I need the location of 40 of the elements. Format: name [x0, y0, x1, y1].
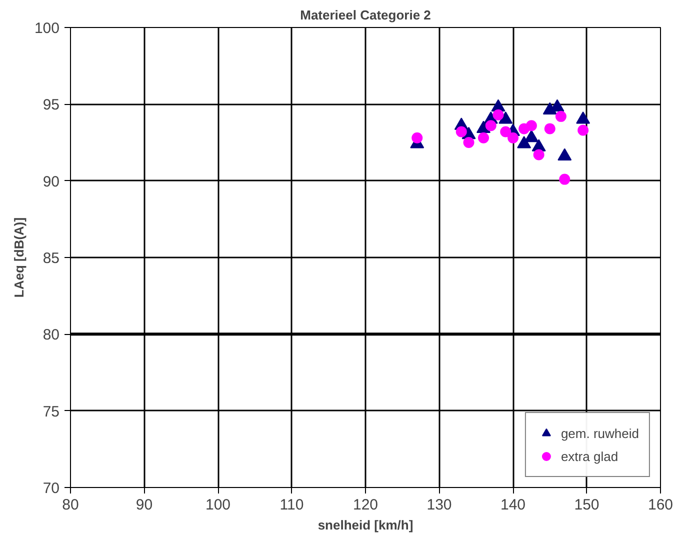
- point: [544, 123, 556, 134]
- x-tick-label: 150: [574, 496, 600, 514]
- point: [578, 124, 589, 136]
- x-axis-title: snelheid [km/h]: [318, 518, 414, 532]
- point: [456, 126, 467, 138]
- point: [485, 120, 496, 132]
- x-tick-label: 90: [136, 496, 153, 514]
- x-tick-label: 120: [352, 496, 378, 514]
- x-tick-label: 130: [426, 496, 452, 514]
- x-tick-label: 140: [500, 496, 526, 514]
- y-tick-label: 85: [42, 250, 60, 267]
- y-tick-label: 75: [42, 403, 60, 420]
- x-tick-label: 100: [205, 496, 231, 514]
- chart-title: Materieel Categorie 2: [300, 8, 431, 22]
- x-tick-label: 80: [62, 496, 79, 514]
- point: [500, 126, 512, 138]
- legend-label: extra glad: [560, 448, 618, 464]
- point: [559, 174, 570, 185]
- point: [508, 132, 518, 144]
- point: [533, 149, 544, 160]
- point: [478, 132, 489, 144]
- point: [463, 137, 474, 148]
- point: [576, 111, 590, 124]
- point: [524, 130, 538, 142]
- point: [498, 111, 513, 124]
- y-axis-title: LAeq [dB(A)]: [11, 217, 26, 298]
- y-tick-label: 70: [42, 480, 60, 497]
- x-tick-label: 110: [280, 496, 304, 514]
- x-tick-label: 160: [648, 496, 674, 514]
- legend-label: gem. ruwheid: [560, 426, 639, 440]
- y-tick-label: 95: [42, 96, 60, 114]
- y-tick-label: 80: [42, 326, 60, 344]
- y-tick-label: 100: [34, 20, 60, 37]
- point: [517, 136, 532, 148]
- point: [555, 110, 566, 122]
- point: [412, 132, 423, 144]
- y-tick-label: 90: [42, 173, 60, 190]
- point: [558, 148, 572, 161]
- point: [492, 109, 504, 120]
- point: [526, 120, 537, 132]
